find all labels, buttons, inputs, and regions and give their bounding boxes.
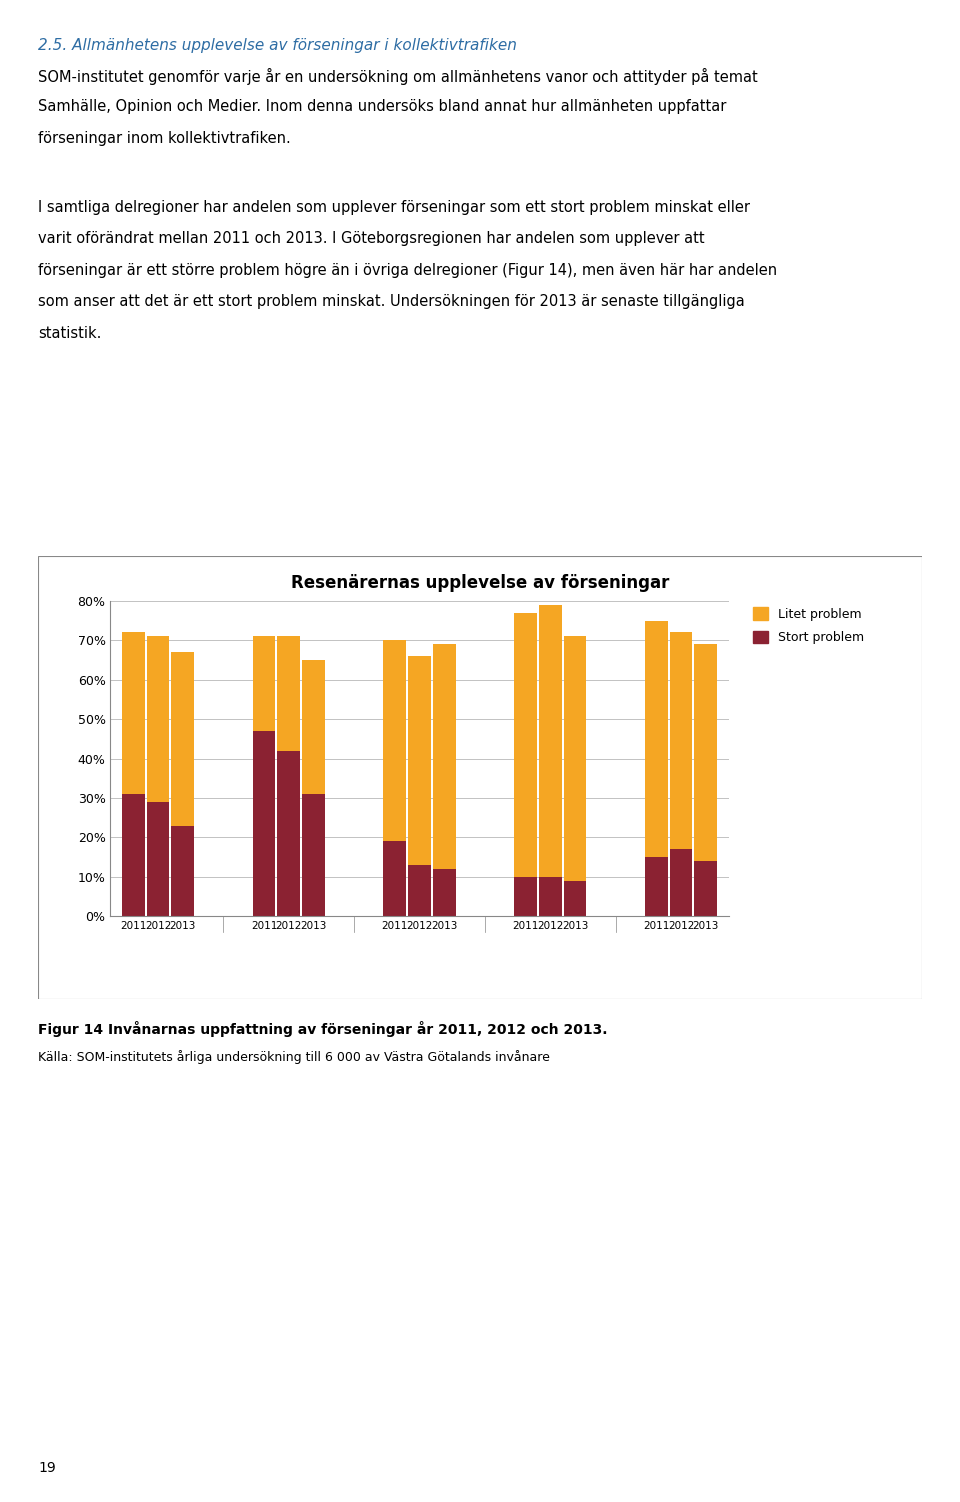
Bar	[564, 637, 587, 880]
Bar	[670, 632, 692, 849]
Text: förseningar inom kollektivtrafiken.: förseningar inom kollektivtrafiken.	[38, 131, 291, 146]
Bar	[383, 640, 406, 841]
Bar	[408, 656, 431, 865]
Bar	[408, 865, 431, 916]
Text: 19: 19	[38, 1461, 56, 1475]
Bar	[539, 877, 562, 916]
Bar	[645, 858, 668, 916]
Bar	[277, 637, 300, 751]
Bar	[277, 751, 300, 916]
Bar	[122, 795, 145, 916]
Bar	[694, 861, 717, 916]
Bar	[645, 620, 668, 858]
Bar	[252, 731, 276, 916]
Bar	[171, 826, 194, 916]
Bar	[147, 802, 169, 916]
Bar	[694, 644, 717, 861]
Bar	[171, 652, 194, 826]
Legend: Litet problem, Stort problem: Litet problem, Stort problem	[754, 607, 865, 644]
Bar	[122, 632, 145, 795]
Text: Resenärernas upplevelse av förseningar: Resenärernas upplevelse av förseningar	[291, 574, 669, 592]
Bar	[302, 795, 324, 916]
Text: förseningar är ett större problem högre än i övriga delregioner (Figur 14), men : förseningar är ett större problem högre …	[38, 263, 778, 278]
Text: statistik.: statistik.	[38, 326, 102, 341]
Bar	[433, 644, 456, 868]
Bar	[433, 868, 456, 916]
Bar	[515, 613, 537, 877]
Bar	[670, 849, 692, 916]
Bar	[515, 877, 537, 916]
Bar	[539, 605, 562, 877]
Text: Figur 14 Invånarnas uppfattning av förseningar år 2011, 2012 och 2013.: Figur 14 Invånarnas uppfattning av förse…	[38, 1021, 608, 1038]
Bar	[252, 637, 276, 731]
Text: I samtliga delregioner har andelen som upplever förseningar som ett stort proble: I samtliga delregioner har andelen som u…	[38, 200, 751, 215]
Text: 2.5. Allmänhetens upplevelse av förseningar i kollektivtrafiken: 2.5. Allmänhetens upplevelse av försenin…	[38, 38, 517, 53]
Text: SOM-institutet genomför varje år en undersökning om allmänhetens vanor och attit: SOM-institutet genomför varje år en unde…	[38, 68, 758, 84]
Text: Samhälle, Opinion och Medier. Inom denna undersöks bland annat hur allmänheten u: Samhälle, Opinion och Medier. Inom denna…	[38, 99, 727, 114]
Bar	[147, 637, 169, 802]
Bar	[383, 841, 406, 916]
Text: som anser att det är ett stort problem minskat. Undersökningen för 2013 är senas: som anser att det är ett stort problem m…	[38, 294, 745, 309]
Bar	[564, 880, 587, 916]
Text: varit oförändrat mellan 2011 och 2013. I Göteborgsregionen har andelen som upple: varit oförändrat mellan 2011 och 2013. I…	[38, 231, 705, 246]
Text: Källa: SOM-institutets årliga undersökning till 6 000 av Västra Götalands invåna: Källa: SOM-institutets årliga undersökni…	[38, 1050, 550, 1063]
Bar	[302, 659, 324, 795]
